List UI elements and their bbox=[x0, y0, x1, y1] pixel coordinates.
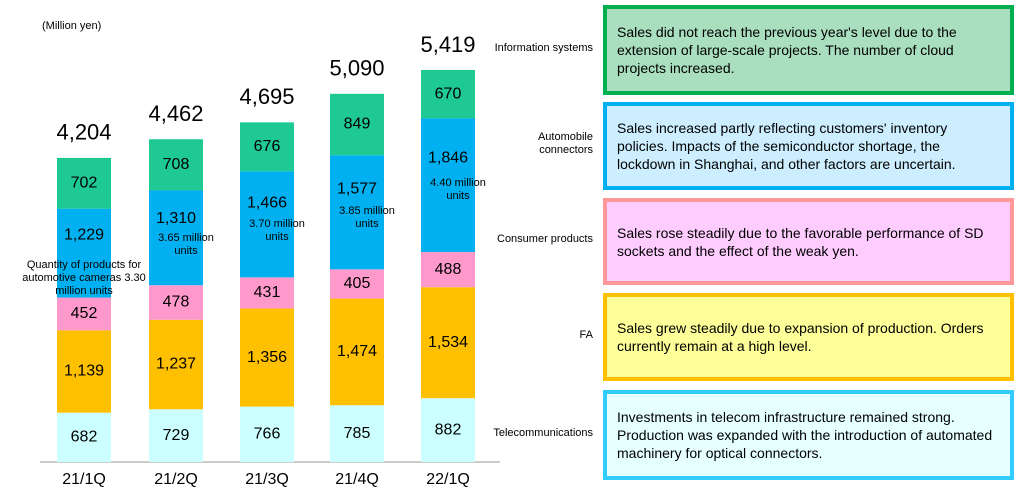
segment-label: 676 bbox=[254, 138, 281, 155]
total-label: 5,419 bbox=[420, 32, 475, 57]
description-box: Sales increased partly reflecting custom… bbox=[603, 102, 1014, 190]
bar-segment bbox=[421, 287, 475, 399]
segment-label: 785 bbox=[344, 425, 371, 442]
segment-label: 1,534 bbox=[428, 334, 468, 351]
description-box: Sales did not reach the previous year's … bbox=[603, 5, 1014, 95]
side-label: Automobile connectors bbox=[537, 131, 593, 156]
segment-label: 1,229 bbox=[64, 227, 104, 244]
bar-segment bbox=[240, 406, 294, 462]
bar-segment bbox=[330, 269, 384, 299]
segment-label: 729 bbox=[163, 427, 190, 444]
description-box: Sales grew steadily due to expansion of … bbox=[603, 293, 1014, 381]
segment-label: 849 bbox=[344, 116, 371, 133]
segment-label: 882 bbox=[435, 421, 462, 438]
bar-segment bbox=[149, 409, 203, 462]
segment-label: 1,846 bbox=[428, 150, 468, 167]
segment-label: 682 bbox=[71, 429, 98, 446]
segment-label: 1,310 bbox=[156, 210, 196, 227]
bar-segment bbox=[240, 277, 294, 309]
total-label: 5,090 bbox=[329, 56, 384, 81]
bar-segment bbox=[57, 208, 111, 298]
annotation: 4.40 million units bbox=[430, 177, 486, 203]
bar-segment bbox=[421, 69, 475, 119]
segment-label: 431 bbox=[254, 284, 281, 301]
bar-segment bbox=[240, 308, 294, 407]
segment-label: 670 bbox=[435, 85, 462, 102]
bar-segment bbox=[57, 412, 111, 462]
bar-segment bbox=[330, 298, 384, 406]
bar-segment bbox=[57, 330, 111, 413]
segment-label: 702 bbox=[71, 175, 98, 192]
segment-label: 1,356 bbox=[247, 349, 287, 366]
annotation: 3.70 million units bbox=[249, 217, 305, 243]
bar-segment bbox=[240, 122, 294, 172]
total-label: 4,462 bbox=[148, 101, 203, 126]
unit-note: (Million yen) bbox=[42, 20, 102, 32]
bar-segment bbox=[421, 398, 475, 462]
side-label: Consumer products bbox=[497, 233, 593, 245]
description-box: Investments in telecom infrastructure re… bbox=[603, 390, 1014, 480]
segment-label: 1,139 bbox=[64, 363, 104, 380]
x-tick-label: 21/2Q bbox=[154, 471, 198, 488]
x-tick-label: 21/4Q bbox=[335, 471, 379, 488]
segment-label: 766 bbox=[254, 426, 281, 443]
bar-segment bbox=[330, 155, 384, 270]
segment-label: 488 bbox=[435, 261, 462, 278]
bar-segment bbox=[421, 118, 475, 252]
annotation: 3.85 million units bbox=[339, 205, 395, 231]
annotation: 3.65 million units bbox=[158, 232, 214, 258]
segment-label: 478 bbox=[163, 294, 190, 311]
segment-label: 1,237 bbox=[156, 356, 196, 373]
side-label: Telecommunications bbox=[493, 426, 593, 439]
side-label: Information systems bbox=[494, 41, 593, 54]
bar-segment bbox=[421, 251, 475, 288]
bar-segment bbox=[149, 190, 203, 286]
bar-segment bbox=[330, 93, 384, 156]
segment-label: 708 bbox=[163, 156, 190, 173]
x-tick-label: 21/1Q bbox=[62, 471, 106, 488]
total-label: 4,695 bbox=[239, 84, 294, 109]
description-box: Sales rose steadily due to the favorable… bbox=[603, 198, 1014, 285]
bar-segment bbox=[330, 405, 384, 462]
x-tick-label: 22/1Q bbox=[426, 471, 470, 488]
bar-segment bbox=[149, 319, 203, 410]
bar-segment bbox=[149, 285, 203, 320]
bar-segment bbox=[240, 171, 294, 278]
annotation: Quantity of products for automotive came… bbox=[22, 259, 146, 298]
segment-label: 1,466 bbox=[247, 194, 287, 211]
segment-label: 452 bbox=[71, 305, 98, 322]
total-label: 4,204 bbox=[56, 120, 111, 145]
x-tick-label: 21/3Q bbox=[245, 471, 289, 488]
segment-label: 405 bbox=[344, 275, 371, 292]
bar-segment bbox=[57, 297, 111, 331]
bar-segment bbox=[57, 157, 111, 209]
side-label: FA bbox=[579, 328, 593, 341]
chart: 682 1,139 452 1,229 702 4,204 21/1Q 729 1,237 478… bbox=[40, 32, 500, 488]
segment-label: 1,474 bbox=[337, 343, 377, 360]
segment-label: 1,577 bbox=[337, 181, 377, 198]
bar-segment bbox=[149, 139, 203, 191]
